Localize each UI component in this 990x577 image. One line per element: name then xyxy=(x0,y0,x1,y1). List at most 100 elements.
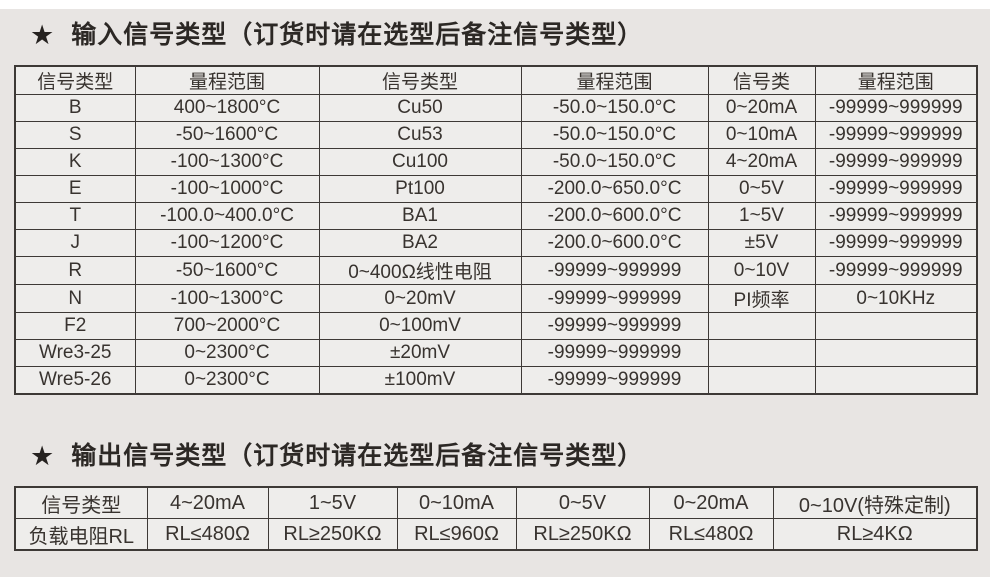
table-cell: -50~1600°C xyxy=(134,256,320,285)
table-cell: BA1 xyxy=(318,202,522,230)
table-cell: -200.0~600.0°C xyxy=(520,202,709,230)
table-row: 负载电阻RL RL≤480Ω RL≥250KΩ RL≤960Ω RL≥250KΩ RL≤4… xyxy=(14,518,978,551)
table-row: E -100~1000°C Pt100 -200.0~650.0°C 0~5V -9999… xyxy=(14,175,978,203)
table-cell: RL≥4KΩ xyxy=(772,518,978,551)
table-cell: 0~2300°C xyxy=(134,339,320,367)
output-signal-table: 信号类型 4~20mA 1~5V 0~10mA 0~5V 0~20mA 0~10V(特殊定制… xyxy=(14,486,978,551)
table-cell: Pt100 xyxy=(318,175,522,203)
column-header: 量程范围 xyxy=(134,65,320,95)
table-cell: 0~20mA xyxy=(707,94,816,122)
table-cell: Cu50 xyxy=(318,94,522,122)
table-cell: 0~20mV xyxy=(318,284,522,313)
column-header: 信号类型 xyxy=(14,65,136,95)
output-section-title-text: 输出信号类型（订货时请在选型后备注信号类型） xyxy=(71,442,644,470)
table-cell: RL≥250KΩ xyxy=(515,518,650,551)
table-cell: 0~20mA xyxy=(648,486,774,519)
table-cell: 700~2000°C xyxy=(134,312,320,340)
table-cell: -50.0~150.0°C xyxy=(520,148,709,176)
table-cell: B xyxy=(14,94,136,122)
table-cell: RL≥250KΩ xyxy=(267,518,398,551)
table-row: J -100~1200°C BA2 -200.0~600.0°C ±5V -99999~9… xyxy=(14,229,978,257)
star-icon: ★ xyxy=(30,441,56,471)
table-cell xyxy=(814,312,978,340)
table-row: Wre5-26 0~2300°C ±100mV -99999~999999 xyxy=(14,366,978,395)
table-cell: -200.0~650.0°C xyxy=(520,175,709,203)
table-cell: RL≤480Ω xyxy=(648,518,774,551)
table-cell: 0~400Ω线性电阻 xyxy=(318,256,522,285)
table-cell: ±100mV xyxy=(318,366,522,395)
table-cell: -100~1200°C xyxy=(134,229,320,257)
table-row: B 400~1800°C Cu50 -50.0~150.0°C 0~20mA -99999… xyxy=(14,94,978,122)
column-header: 信号类型 xyxy=(318,65,522,95)
table-cell: ±20mV xyxy=(318,339,522,367)
table-cell: -100~1000°C xyxy=(134,175,320,203)
table-cell: 0~5V xyxy=(515,486,650,519)
table-cell: K xyxy=(14,148,136,176)
input-section-title: ★ 输入信号类型（订货时请在选型后备注信号类型） xyxy=(30,19,990,52)
column-header: 量程范围 xyxy=(520,65,709,95)
output-section-title: ★ 输出信号类型（订货时请在选型后备注信号类型） xyxy=(30,440,990,473)
table-cell: -50.0~150.0°C xyxy=(520,121,709,149)
table-row: T -100.0~400.0°C BA1 -200.0~600.0°C 1~5V -999… xyxy=(14,202,978,230)
table-cell: -99999~999999 xyxy=(814,121,978,149)
table-cell: RL≤480Ω xyxy=(146,518,269,551)
table-cell: 400~1800°C xyxy=(134,94,320,122)
table-cell: 1~5V xyxy=(707,202,816,230)
table-cell: 0~100mV xyxy=(318,312,522,340)
table-cell: 信号类型 xyxy=(14,486,148,519)
table-cell: PI频率 xyxy=(707,284,816,313)
input-table-body: B 400~1800°C Cu50 -50.0~150.0°C 0~20mA -99999… xyxy=(14,94,978,395)
table-cell: 0~2300°C xyxy=(134,366,320,395)
table-cell: -100~1300°C xyxy=(134,148,320,176)
table-cell: Wre3-25 xyxy=(14,339,136,367)
table-row: 信号类型 4~20mA 1~5V 0~10mA 0~5V 0~20mA 0~10V(特殊定制… xyxy=(14,486,978,519)
table-row: N -100~1300°C 0~20mV -99999~999999 PI频率 0~10K… xyxy=(14,284,978,313)
star-icon: ★ xyxy=(30,20,56,50)
table-cell: Cu53 xyxy=(318,121,522,149)
table-cell: R xyxy=(14,256,136,285)
table-cell: F2 xyxy=(14,312,136,340)
table-cell: 0~5V xyxy=(707,175,816,203)
table-cell: T xyxy=(14,202,136,230)
table-cell: J xyxy=(14,229,136,257)
table-cell: -99999~999999 xyxy=(814,175,978,203)
input-signal-table: 信号类型 量程范围 信号类型 量程范围 信号类 量程范围 B 400~1800°C Cu50-… xyxy=(14,65,978,395)
input-section-title-text: 输入信号类型（订货时请在选型后备注信号类型） xyxy=(71,21,644,49)
table-cell: -50~1600°C xyxy=(134,121,320,149)
column-header: 量程范围 xyxy=(814,65,978,95)
table-cell: 0~10mA xyxy=(707,121,816,149)
table-cell: -99999~999999 xyxy=(814,229,978,257)
table-cell xyxy=(707,312,816,340)
table-cell xyxy=(814,366,978,395)
table-cell: -99999~999999 xyxy=(814,202,978,230)
table-cell: 4~20mA xyxy=(707,148,816,176)
table-cell: -99999~999999 xyxy=(814,148,978,176)
table-row: K -100~1300°C Cu100 -50.0~150.0°C 4~20mA -999… xyxy=(14,148,978,176)
table-cell: 0~10mA xyxy=(396,486,517,519)
table-cell: 4~20mA xyxy=(146,486,269,519)
table-cell: -100.0~400.0°C xyxy=(134,202,320,230)
table-cell: BA2 xyxy=(318,229,522,257)
input-table-header-row: 信号类型 量程范围 信号类型 量程范围 信号类 量程范围 xyxy=(14,65,978,95)
table-cell: ±5V xyxy=(707,229,816,257)
table-cell: -99999~999999 xyxy=(814,94,978,122)
table-cell: E xyxy=(14,175,136,203)
table-cell: -200.0~600.0°C xyxy=(520,229,709,257)
table-cell: -99999~999999 xyxy=(520,366,709,395)
table-cell xyxy=(814,339,978,367)
table-row: F2 700~2000°C 0~100mV -99999~999999 xyxy=(14,312,978,340)
table-cell: -99999~999999 xyxy=(520,312,709,340)
table-cell: N xyxy=(14,284,136,313)
table-cell: 0~10V(特殊定制) xyxy=(772,486,978,519)
table-cell: RL≤960Ω xyxy=(396,518,517,551)
table-row: Wre3-25 0~2300°C ±20mV -99999~999999 xyxy=(14,339,978,367)
output-table-body: 信号类型 4~20mA 1~5V 0~10mA 0~5V 0~20mA 0~10V(特殊定制… xyxy=(14,486,978,551)
table-cell: -99999~999999 xyxy=(520,339,709,367)
table-cell: Cu100 xyxy=(318,148,522,176)
table-cell: -100~1300°C xyxy=(134,284,320,313)
table-cell: -50.0~150.0°C xyxy=(520,94,709,122)
table-cell: -99999~999999 xyxy=(520,284,709,313)
top-strip xyxy=(0,0,990,9)
table-row: S -50~1600°C Cu53 -50.0~150.0°C 0~10mA -99999… xyxy=(14,121,978,149)
